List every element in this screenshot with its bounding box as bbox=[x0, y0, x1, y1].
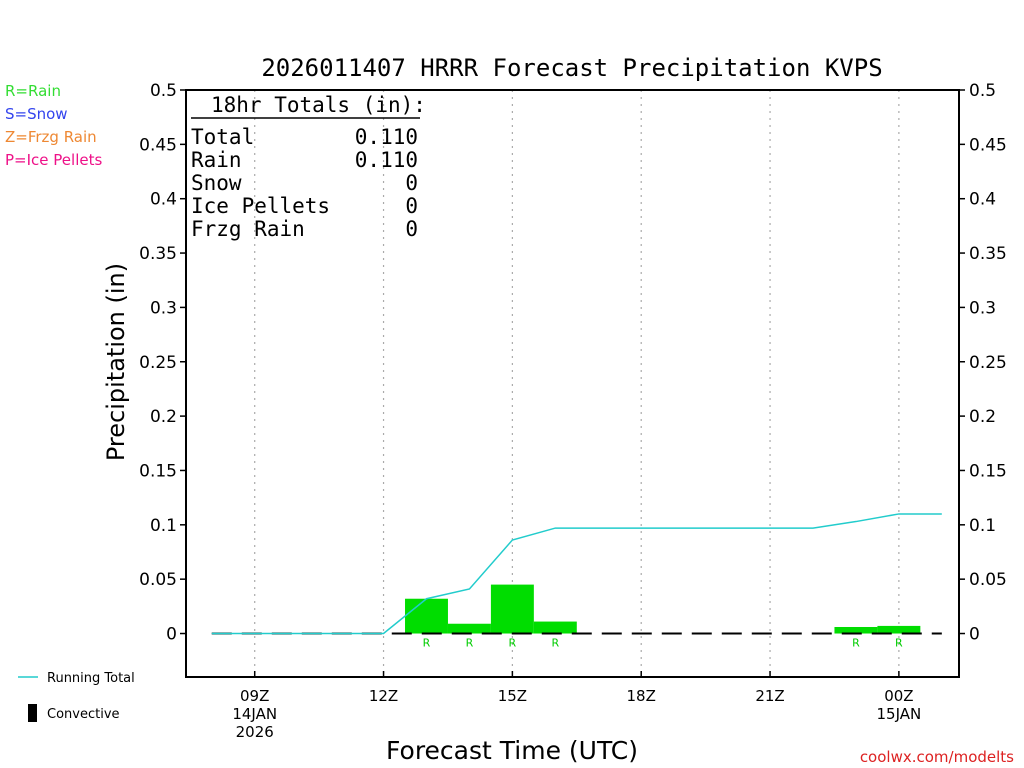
precip-type-letter: R bbox=[551, 637, 559, 650]
y-tick-label-left: 0.15 bbox=[139, 461, 177, 481]
x-tick-label: 18Z bbox=[627, 687, 656, 705]
x-tick-label: 09Z bbox=[240, 687, 269, 705]
plot-frame bbox=[185, 89, 960, 678]
y-tick-label-left: 0.1 bbox=[150, 516, 177, 536]
plot-area: R R R R R R0 00.05 0.050.1 0.10.15 0.150.2 0.20.25… bbox=[139, 81, 1007, 741]
running-total-line bbox=[211, 513, 942, 635]
y-tick-label-right: 0.5 bbox=[969, 81, 996, 101]
totals-row-label: Total bbox=[191, 125, 254, 149]
type-legend-item: Z=Frzg Rain bbox=[5, 128, 97, 146]
y-tick-label-right: 0.3 bbox=[969, 298, 996, 318]
totals-row-label: Snow bbox=[191, 171, 242, 195]
y-tick-label-right: 0 bbox=[969, 625, 980, 645]
precip-bar bbox=[877, 625, 921, 634]
y-axis-label: Precipitation (in) bbox=[102, 263, 130, 461]
totals-row-value: 0 bbox=[405, 171, 418, 195]
precip-bar bbox=[533, 621, 577, 634]
x-tick-label: 2026 bbox=[236, 723, 274, 741]
type-legend: R=Rain S=Snow Z=Frzg Rain P=Ice Pellets bbox=[5, 82, 102, 169]
y-tick-label-right: 0.25 bbox=[969, 353, 1007, 373]
y-tick-label-left: 0.45 bbox=[139, 135, 177, 155]
type-legend-item: R=Rain bbox=[5, 82, 61, 100]
y-tick-label-right: 0.35 bbox=[969, 244, 1007, 264]
x-tick-label: 21Z bbox=[755, 687, 784, 705]
x-tick-label: 12Z bbox=[369, 687, 398, 705]
x-tick-label: 14JAN bbox=[232, 705, 277, 723]
x-tick-label: 15Z bbox=[498, 687, 527, 705]
totals-heading: 18hr Totals (in): bbox=[211, 93, 426, 117]
totals-row-value: 0 bbox=[405, 217, 418, 241]
x-tick-label: 15JAN bbox=[877, 705, 922, 723]
precip-type-letter: R bbox=[423, 637, 431, 650]
x-axis-label: Forecast Time (UTC) bbox=[386, 736, 638, 765]
y-tick-label-left: 0 bbox=[166, 625, 177, 645]
running-total-legend-label: Running Total bbox=[47, 671, 135, 686]
y-tick-label-right: 0.1 bbox=[969, 516, 996, 536]
y-tick-label-left: 0.5 bbox=[150, 81, 177, 101]
totals-row-value: 0.110 bbox=[355, 148, 418, 172]
y-tick-label-left: 0.35 bbox=[139, 244, 177, 264]
precip-type-letter: R bbox=[466, 637, 474, 650]
y-tick-label-left: 0.3 bbox=[150, 298, 177, 318]
credit-text: coolwx.com/modelts bbox=[860, 748, 1014, 766]
convective-legend-swatch bbox=[28, 704, 37, 722]
precip-bar bbox=[405, 598, 448, 634]
y-tick-label-left: 0.05 bbox=[139, 570, 177, 590]
y-tick-label-right: 0.45 bbox=[969, 135, 1007, 155]
type-legend-item: S=Snow bbox=[5, 105, 68, 123]
series-legend: Running Total Convective bbox=[18, 671, 135, 722]
totals-row-value: 0 bbox=[405, 194, 418, 218]
precip-bar bbox=[447, 623, 491, 634]
y-tick-label-right: 0.05 bbox=[969, 570, 1007, 590]
y-tick-label-left: 0.25 bbox=[139, 353, 177, 373]
precip-bar bbox=[490, 584, 534, 634]
precip-type-letter: R bbox=[895, 637, 903, 650]
precip-type-letter: R bbox=[852, 637, 860, 650]
totals-row-label: Frzg Rain bbox=[191, 217, 305, 241]
y-tick-label-right: 0.4 bbox=[969, 190, 996, 210]
convective-legend-label: Convective bbox=[47, 707, 120, 722]
y-tick-label-left: 0.4 bbox=[150, 190, 177, 210]
type-legend-item: P=Ice Pellets bbox=[5, 151, 102, 169]
precip-type-letter: R bbox=[509, 637, 517, 650]
y-tick-label-left: 0.2 bbox=[150, 407, 177, 427]
totals-row-label: Ice Pellets bbox=[191, 194, 330, 218]
y-tick-label-right: 0.2 bbox=[969, 407, 996, 427]
chart-title: 2026011407 HRRR Forecast Precipitation K… bbox=[261, 54, 882, 82]
precip-bar bbox=[834, 626, 878, 634]
x-tick-label: 00Z bbox=[884, 687, 913, 705]
totals-row-value: 0.110 bbox=[355, 125, 418, 149]
totals-row-label: Rain bbox=[191, 148, 242, 172]
y-tick-label-right: 0.15 bbox=[969, 461, 1007, 481]
